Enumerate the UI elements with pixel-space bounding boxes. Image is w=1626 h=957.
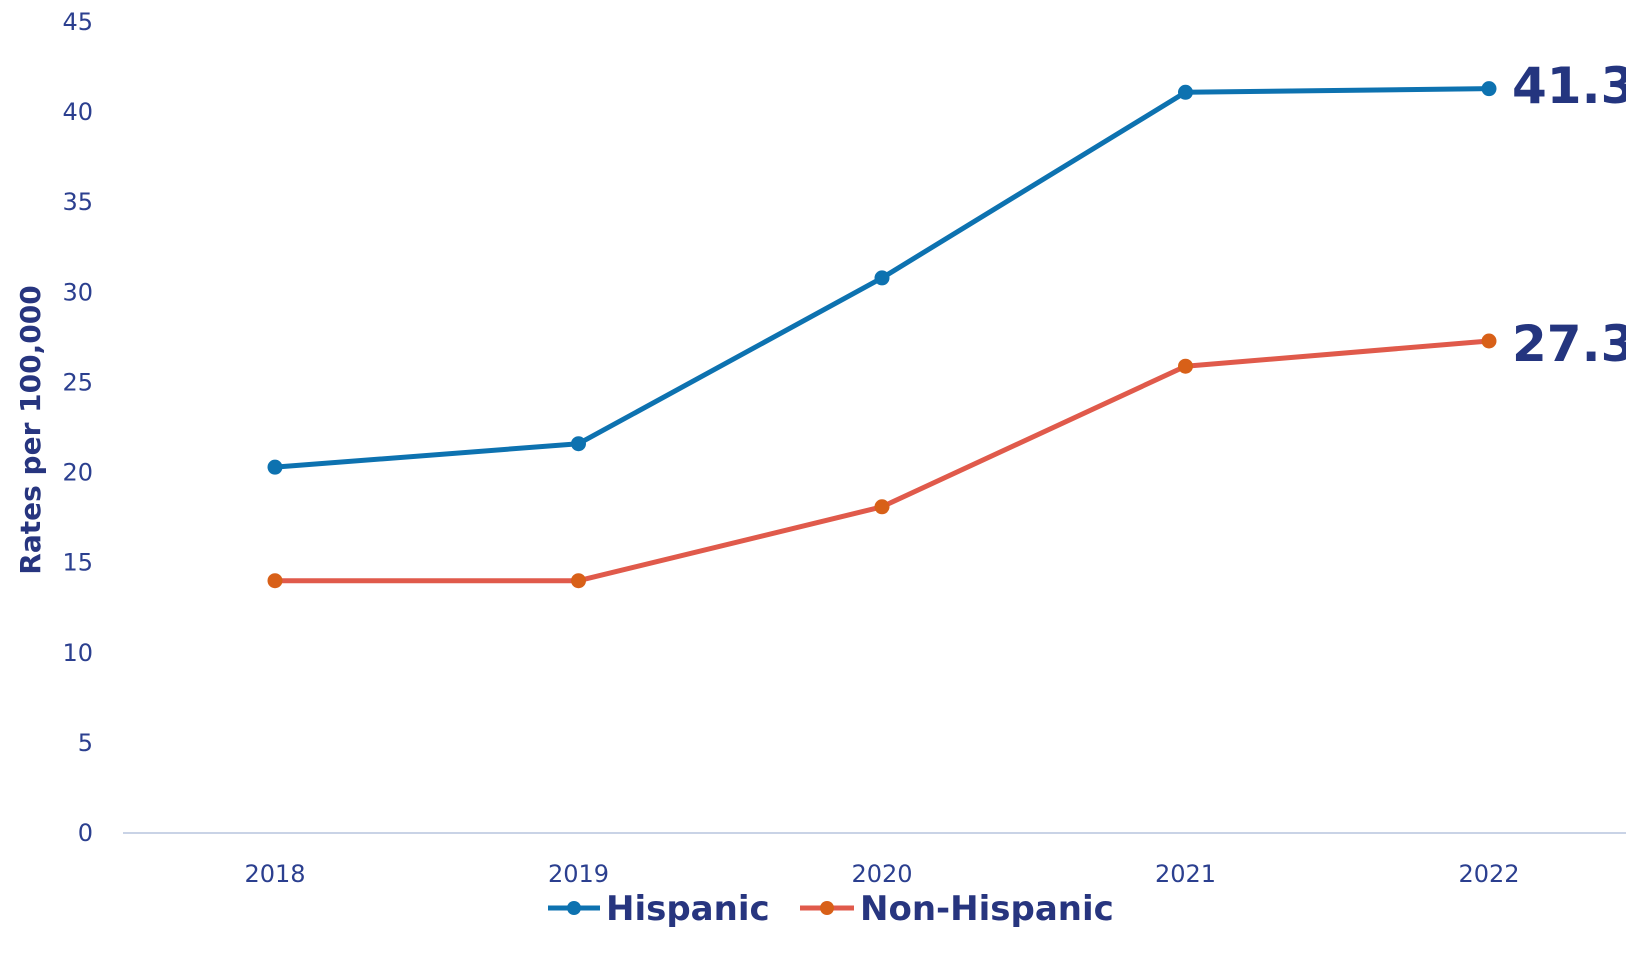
y-tick-label: 40: [62, 98, 93, 126]
data-point-hispanic: [571, 436, 586, 452]
y-tick-label: 10: [62, 639, 93, 667]
series-line-non-hispanic: [272, 338, 1492, 584]
y-tick-label: 30: [62, 278, 93, 306]
x-tick-label: 2018: [244, 860, 305, 888]
legend-marker-hispanic: [567, 901, 581, 915]
y-tick-label: 25: [62, 368, 93, 396]
legend-item-non-hispanic: Non-Hispanic: [800, 889, 1114, 929]
y-axis-tick-labels: 0 5 10 15 20 25 30 35 40 45: [62, 8, 93, 847]
data-point-hispanic: [1178, 84, 1193, 100]
y-tick-label: 0: [78, 819, 93, 847]
y-tick-label: 35: [62, 188, 93, 216]
data-point-hispanic: [267, 459, 283, 475]
x-axis-tick-labels: 2018 2019 2020 2021 2022: [244, 860, 1519, 888]
series-non-hispanic: [267, 333, 1497, 589]
y-tick-label: 45: [62, 8, 93, 36]
end-label-non-hispanic: 27.3: [1512, 315, 1626, 373]
legend-label-non-hispanic: Non-Hispanic: [860, 889, 1114, 929]
x-tick-label: 2022: [1458, 860, 1519, 888]
legend-marker-non-hispanic: [820, 901, 834, 915]
series-layer: [267, 81, 1497, 589]
data-point-hispanic: [1481, 81, 1497, 97]
data-point-hispanic: [874, 270, 890, 286]
data-point-non-hispanic: [1481, 333, 1497, 349]
end-label-hispanic: 41.3: [1512, 57, 1626, 115]
y-tick-label: 15: [62, 549, 93, 577]
data-point-non-hispanic: [267, 573, 283, 589]
legend-label-hispanic: Hispanic: [606, 889, 770, 929]
legend-item-hispanic: Hispanic: [548, 889, 770, 929]
y-tick-label: 20: [62, 459, 93, 487]
x-tick-label: 2021: [1155, 860, 1216, 888]
end-labels: 41.3 27.3: [1512, 57, 1626, 373]
legend: Hispanic Non-Hispanic: [548, 889, 1114, 929]
x-tick-label: 2019: [548, 860, 609, 888]
data-point-non-hispanic: [874, 499, 890, 515]
y-axis-title: Rates per 100,000: [14, 285, 47, 574]
data-point-non-hispanic: [1178, 358, 1193, 374]
data-point-non-hispanic: [571, 573, 586, 589]
x-tick-label: 2020: [851, 860, 912, 888]
y-tick-label: 5: [78, 729, 93, 757]
series-hispanic: [267, 81, 1497, 475]
